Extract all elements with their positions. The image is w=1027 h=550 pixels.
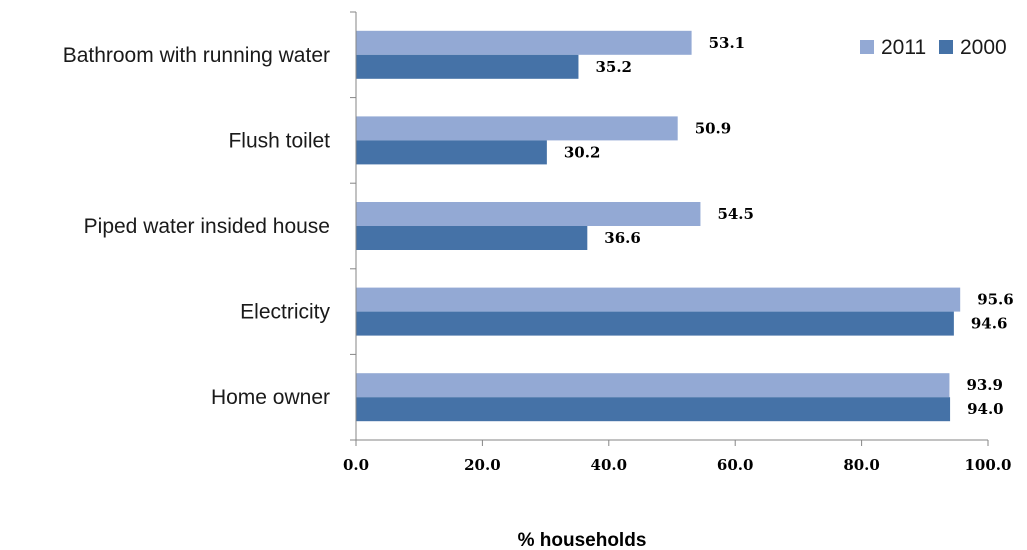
category-label: Flush toilet (228, 129, 330, 152)
data-label-2000: 36.6 (604, 229, 641, 247)
category-label: Piped water insided house (84, 215, 330, 238)
ticks-group: 0.0 20.0 40.0 60.0 80.0 100.0 (343, 11, 1012, 474)
bar-2011 (356, 373, 950, 398)
category-label: Home owner (211, 386, 330, 409)
data-label-2011: 95.6 (977, 291, 1014, 309)
legend-label-2000: 2000 (960, 36, 1007, 59)
bar-2000 (356, 397, 951, 422)
x-tick-label: 0.0 (343, 456, 369, 474)
data-label-2011: 53.1 (709, 34, 746, 52)
x-tick-label: 20.0 (464, 456, 501, 474)
legend-swatch-2000 (939, 40, 953, 54)
data-label-2000: 30.2 (564, 143, 601, 161)
x-tick-label: 80.0 (843, 456, 880, 474)
bar-2000 (356, 311, 954, 336)
data-labels-group: 53.1 35.2 50.9 30.2 54.5 36.6 95.6 94.6 93.9 94.0 (564, 34, 1014, 418)
x-axis-title: % households (518, 530, 647, 550)
data-label-2000: 94.0 (967, 400, 1004, 418)
legend-swatch-2011 (860, 40, 874, 54)
bar-2011 (356, 30, 692, 55)
bar-2000 (356, 54, 579, 79)
data-label-2011: 50.9 (695, 119, 732, 137)
category-labels-group: Bathroom with running water Flush toilet P… (63, 44, 331, 409)
category-label: Electricity (240, 301, 330, 324)
data-label-2000: 35.2 (595, 58, 632, 76)
bars-group (356, 30, 961, 422)
legend-label-2011: 2011 (881, 36, 926, 59)
data-label-2011: 93.9 (966, 376, 1003, 394)
category-label: Bathroom with running water (63, 44, 330, 67)
bar-2011 (356, 202, 701, 226)
bar-2011 (356, 116, 678, 141)
legend: 2011 2000 (860, 36, 1007, 59)
bar-2000 (356, 226, 588, 250)
data-label-2011: 54.5 (717, 205, 754, 223)
bar-2000 (356, 140, 547, 165)
axes-group (355, 12, 988, 441)
bar-2011 (356, 287, 961, 312)
x-tick-label: 100.0 (965, 456, 1012, 474)
x-tick-label: 40.0 (591, 456, 628, 474)
data-label-2000: 94.6 (971, 315, 1008, 333)
x-tick-label: 60.0 (717, 456, 754, 474)
